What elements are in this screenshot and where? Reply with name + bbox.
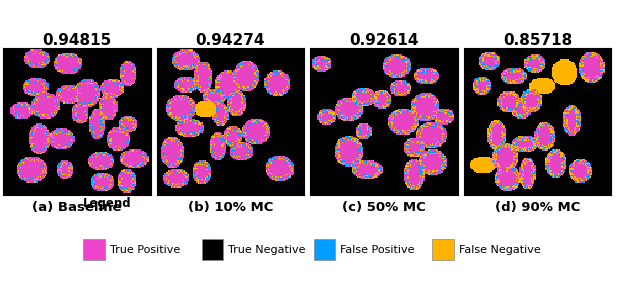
Text: False Positive: False Positive <box>340 245 415 255</box>
Title: 0.85718: 0.85718 <box>503 33 572 48</box>
Title: 0.92614: 0.92614 <box>349 33 419 48</box>
Title: 0.94815: 0.94815 <box>42 33 111 48</box>
Title: 0.94274: 0.94274 <box>196 33 265 48</box>
Text: (c) 50% MC: (c) 50% MC <box>342 201 426 214</box>
Text: (d) 90% MC: (d) 90% MC <box>495 201 580 214</box>
Text: (a) Baseline: (a) Baseline <box>32 201 122 214</box>
Text: True Negative: True Negative <box>228 245 306 255</box>
Text: True Positive: True Positive <box>110 245 180 255</box>
Text: Legend: Legend <box>83 197 132 210</box>
Text: (b) 10% MC: (b) 10% MC <box>188 201 273 214</box>
Text: False Negative: False Negative <box>459 245 541 255</box>
